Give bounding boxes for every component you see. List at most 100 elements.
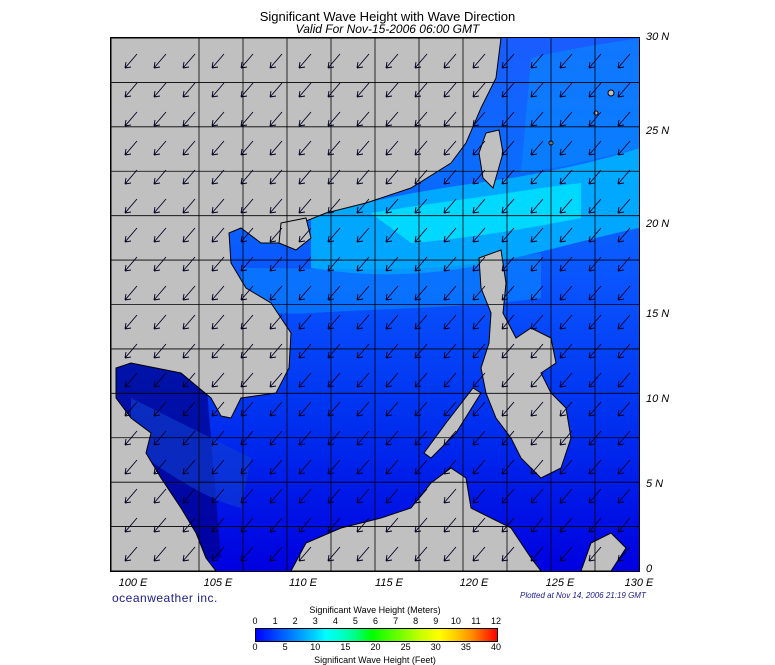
wave-direction-arrow-icon <box>298 372 312 388</box>
wave-direction-arrow-icon <box>124 430 138 446</box>
wave-direction-arrow-icon <box>443 343 457 359</box>
wave-direction-arrow-icon <box>414 111 428 127</box>
wave-direction-arrow-icon <box>240 169 254 185</box>
wave-direction-arrow-icon <box>559 198 573 214</box>
wave-direction-arrow-icon <box>240 372 254 388</box>
wave-direction-arrow-icon <box>269 546 283 562</box>
wave-direction-arrow-icon <box>588 488 602 504</box>
wave-direction-arrow-icon <box>472 517 486 533</box>
ryukyu-island <box>607 89 615 97</box>
wave-direction-arrow-icon <box>472 285 486 301</box>
lon-label-115e: 115 E <box>375 577 403 589</box>
wave-direction-arrow-icon <box>414 82 428 98</box>
wave-direction-arrow-icon <box>153 256 167 272</box>
wave-direction-arrow-icon <box>211 198 225 214</box>
wave-direction-arrow-icon <box>211 517 225 533</box>
colorbar-meters-tick: 12 <box>490 616 501 626</box>
wave-direction-arrow-icon <box>298 256 312 272</box>
wave-direction-arrow-icon <box>124 198 138 214</box>
wave-direction-arrow-icon <box>588 314 602 330</box>
wave-direction-arrow-icon <box>588 459 602 475</box>
wave-direction-arrow-icon <box>472 314 486 330</box>
wave-direction-arrow-icon <box>530 546 544 562</box>
colorbar-meters-tick: 10 <box>450 616 461 626</box>
wave-direction-arrow-icon <box>501 430 515 446</box>
wave-direction-arrow-icon <box>298 82 312 98</box>
wave-direction-arrow-icon <box>124 372 138 388</box>
wave-direction-arrow-icon <box>443 169 457 185</box>
high-wave-core <box>371 183 581 243</box>
colorbar-meters-tick: 5 <box>352 616 358 626</box>
wave-direction-arrow-icon <box>559 256 573 272</box>
wave-direction-arrow-icon <box>588 227 602 243</box>
wave-direction-arrow-icon <box>501 169 515 185</box>
wave-direction-arrow-icon <box>269 517 283 533</box>
wave-direction-arrow-icon <box>443 517 457 533</box>
wave-direction-arrow-icon <box>240 227 254 243</box>
wave-direction-arrow-icon <box>559 459 573 475</box>
wave-direction-arrow-icon <box>327 111 341 127</box>
wave-direction-arrow-icon <box>414 314 428 330</box>
wave-direction-arrow-icon <box>588 53 602 69</box>
wave-direction-arrow-icon <box>443 256 457 272</box>
wave-direction-arrow-icon <box>269 82 283 98</box>
wave-direction-arrow-icon <box>356 82 370 98</box>
colorbar-meters-tick: 7 <box>393 616 399 626</box>
wave-direction-arrow-icon <box>269 430 283 446</box>
wave-direction-arrow-icon <box>356 401 370 417</box>
wave-direction-arrow-icon <box>153 314 167 330</box>
wave-direction-arrow-icon <box>153 401 167 417</box>
plotted-timestamp: Plotted at Nov 14, 2006 21:19 GMT <box>520 591 646 600</box>
chart-title: Significant Wave Height with Wave Direct… <box>259 9 516 24</box>
wave-direction-arrow-icon <box>472 343 486 359</box>
wave-direction-arrow-icon <box>385 459 399 475</box>
wave-direction-arrow-icon <box>124 82 138 98</box>
wave-arrows <box>124 53 631 562</box>
wave-direction-arrow-icon <box>472 198 486 214</box>
lat-label-10n: 10 N <box>646 393 670 405</box>
wave-direction-arrow-icon <box>327 169 341 185</box>
wave-direction-arrow-icon <box>414 343 428 359</box>
wave-direction-arrow-icon <box>269 256 283 272</box>
wave-direction-arrow-icon <box>211 227 225 243</box>
wave-direction-arrow-icon <box>385 111 399 127</box>
wave-direction-arrow-icon <box>414 488 428 504</box>
wave-direction-arrow-icon <box>124 256 138 272</box>
wave-direction-arrow-icon <box>530 169 544 185</box>
wave-direction-arrow-icon <box>153 227 167 243</box>
wave-direction-arrow-icon <box>327 140 341 156</box>
wave-direction-arrow-icon <box>472 546 486 562</box>
wave-direction-arrow-icon <box>617 227 631 243</box>
colorbar-feet-tick: 40 <box>490 642 501 652</box>
wave-direction-arrow-icon <box>356 169 370 185</box>
wave-direction-arrow-icon <box>443 430 457 446</box>
wave-direction-arrow-icon <box>385 82 399 98</box>
wave-direction-arrow-icon <box>327 256 341 272</box>
wave-direction-arrow-icon <box>124 401 138 417</box>
wave-direction-arrow-icon <box>559 285 573 301</box>
wave-direction-arrow-icon <box>530 517 544 533</box>
wave-direction-arrow-icon <box>588 169 602 185</box>
wave-direction-arrow-icon <box>501 343 515 359</box>
wave-direction-arrow-icon <box>182 517 196 533</box>
wave-direction-arrow-icon <box>269 343 283 359</box>
wave-direction-arrow-icon <box>153 459 167 475</box>
wave-direction-arrow-icon <box>356 430 370 446</box>
wave-direction-arrow-icon <box>617 401 631 417</box>
wave-direction-arrow-icon <box>617 53 631 69</box>
lon-label-110e: 110 E <box>289 577 317 589</box>
wave-direction-arrow-icon <box>530 82 544 98</box>
wave-direction-arrow-icon <box>124 227 138 243</box>
wave-direction-arrow-icon <box>124 314 138 330</box>
wave-direction-arrow-icon <box>443 285 457 301</box>
colorbar-meters-tick: 6 <box>372 616 378 626</box>
wave-direction-arrow-icon <box>385 517 399 533</box>
wave-direction-arrow-icon <box>559 372 573 388</box>
colorbar-feet-tick: 35 <box>460 642 471 652</box>
wave-direction-arrow-icon <box>356 111 370 127</box>
colorbar <box>255 628 498 642</box>
wave-direction-arrow-icon <box>414 285 428 301</box>
wave-direction-arrow-icon <box>182 169 196 185</box>
wave-direction-arrow-icon <box>617 198 631 214</box>
wave-direction-arrow-icon <box>153 82 167 98</box>
